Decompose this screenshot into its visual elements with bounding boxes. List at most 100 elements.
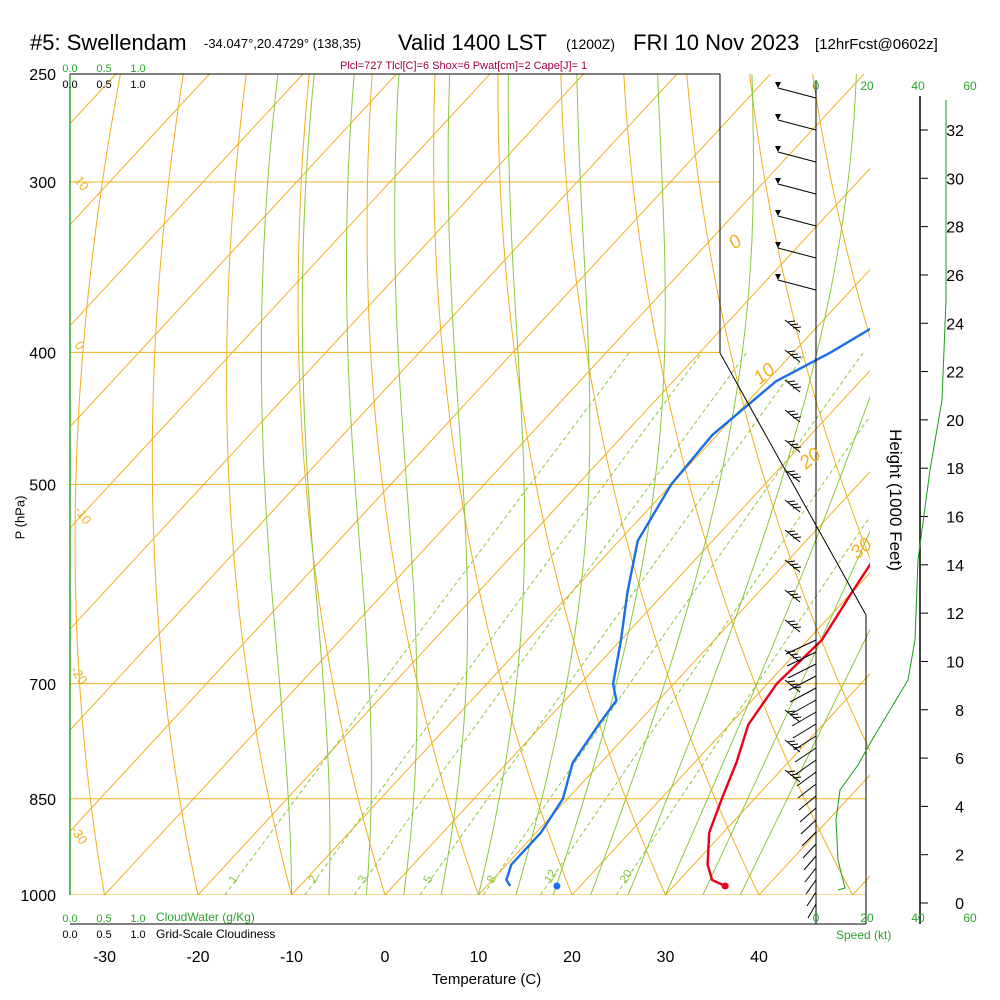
- dry-adiabat-line: [497, 74, 666, 895]
- cloudiness-label: Grid-Scale Cloudiness: [156, 927, 276, 941]
- wind-barb: [793, 735, 817, 751]
- wind-barb: [790, 699, 817, 715]
- cloudiness-scale-label: 0.0: [62, 79, 77, 91]
- dry-adiabat-line: [226, 74, 292, 895]
- moist-adiabat-line: [515, 74, 591, 895]
- wind-barb-feather: [789, 323, 799, 326]
- speed-scale-label: 60: [963, 911, 977, 925]
- wind-barb-feather: [786, 500, 796, 503]
- isotherm-line: [852, 875, 870, 895]
- mixing-ratio-label: 5: [420, 872, 436, 885]
- wind-barb-feather: [786, 620, 796, 623]
- wind-barb-feather: [789, 593, 799, 596]
- moist-adiabat-line: [627, 74, 857, 895]
- surface-dewpoint-marker: [553, 882, 561, 890]
- zulu-time: (1200Z): [566, 36, 616, 52]
- wind-barb-feather: [786, 710, 796, 713]
- cloudiness-scale-label: 0.5: [96, 929, 111, 941]
- wind-barb-feather: [789, 623, 799, 626]
- temperature-tick-label: -30: [93, 949, 116, 966]
- wind-barb-feather: [792, 626, 802, 629]
- wind-barb-feather: [786, 680, 796, 683]
- isotherm-line: [478, 471, 870, 895]
- wind-barb-feather: [786, 740, 796, 743]
- height-tick-label: 24: [946, 316, 964, 333]
- height-tick-label: 14: [946, 558, 964, 575]
- wind-barb-feather: [789, 413, 799, 416]
- wind-barb: [785, 639, 817, 655]
- wind-barb: [792, 723, 817, 739]
- speed-scale-label: 0: [813, 911, 820, 925]
- moist-adiabat-line: [440, 74, 469, 895]
- dry-adiabat-line: [74, 74, 121, 895]
- wind-barb: [777, 247, 817, 259]
- cloudwater-scale-label: 0.0: [62, 63, 77, 75]
- wind-barb: [801, 831, 817, 847]
- height-tick-label: 12: [946, 606, 964, 623]
- wind-barb-feather: [789, 383, 799, 386]
- dry-adiabat-line: [686, 74, 870, 752]
- mixing-ratio-label: 2: [305, 872, 321, 885]
- station-coords: -34.047°,20.4729° (138,35): [204, 36, 362, 51]
- height-tick-label: 32: [946, 123, 964, 140]
- isotherm-line: [197, 167, 870, 895]
- height-tick-label: 18: [946, 461, 964, 478]
- mixing-ratio-label: 1: [225, 872, 241, 885]
- mixing-ratio-line: [419, 352, 807, 895]
- mixing-ratio-line: [540, 415, 870, 895]
- wind-barb-feather: [792, 536, 802, 539]
- dry-adiabat-label: 0: [72, 338, 88, 353]
- wind-barb-feather: [786, 440, 796, 443]
- chart-title: #5: Swellendam: [30, 30, 187, 56]
- wind-barb-feather: [786, 320, 796, 323]
- height-tick-label: 30: [946, 171, 964, 188]
- cloudiness-scale-label: 0.5: [96, 79, 111, 91]
- wind-barb-feather: [792, 386, 802, 389]
- wind-barb-feather: [786, 410, 796, 413]
- cloudwater-scale-label: 1.0: [130, 63, 145, 75]
- dry-adiabat-label: -30: [68, 823, 91, 847]
- moist-adiabat-line: [394, 74, 418, 895]
- isotherm-line: [665, 673, 870, 895]
- mixing-ratio-line: [224, 351, 630, 895]
- wind-barb-flag: [775, 242, 781, 248]
- dry-adiabat-line: [151, 74, 199, 895]
- moist-adiabat-line: [665, 395, 870, 895]
- wind-barb-feather: [786, 590, 796, 593]
- pressure-axis-label: P (hPa): [12, 495, 28, 540]
- isotherm-line: [0, 74, 22, 895]
- wind-barb: [788, 675, 817, 691]
- wind-barb: [786, 651, 817, 667]
- wind-barb-feather: [789, 653, 799, 656]
- wind-barb-flag: [775, 210, 781, 216]
- wind-barb-feather: [792, 686, 802, 689]
- wind-barb-feather: [792, 506, 802, 509]
- isotherm-line: [70, 74, 491, 529]
- cloudwater-label: CloudWater (g/Kg): [156, 910, 255, 924]
- wind-barb-flag: [775, 146, 781, 152]
- wind-barb-feather: [789, 683, 799, 686]
- pressure-tick-label: 1000: [20, 888, 56, 905]
- moist-adiabat-line: [301, 74, 331, 895]
- dewpoint-profile-line: [505, 327, 870, 887]
- wind-barb-feather: [789, 533, 799, 536]
- dry-adiabat-line: [812, 74, 870, 340]
- temperature-tick-label: -10: [280, 949, 303, 966]
- wind-barb-feather: [792, 776, 802, 779]
- wind-barb-feather: [789, 713, 799, 716]
- wind-barb-feather: [792, 566, 802, 569]
- pressure-tick-label: 700: [29, 677, 56, 694]
- wind-barb: [796, 771, 817, 787]
- wind-barb-feather: [789, 563, 799, 566]
- wind-barb: [805, 879, 817, 895]
- mixing-ratio-label: 20: [616, 867, 635, 886]
- speed-axis-label: Speed (kt): [836, 928, 892, 942]
- dry-adiabat-line: [560, 74, 760, 895]
- height-tick-label: 4: [955, 799, 964, 816]
- wind-barb-feather: [792, 446, 802, 449]
- cloudiness-scale-label: 1.0: [130, 79, 145, 91]
- wind-barb: [797, 783, 817, 799]
- wind-barb: [799, 807, 817, 823]
- speed-scale-label: 40: [911, 79, 925, 93]
